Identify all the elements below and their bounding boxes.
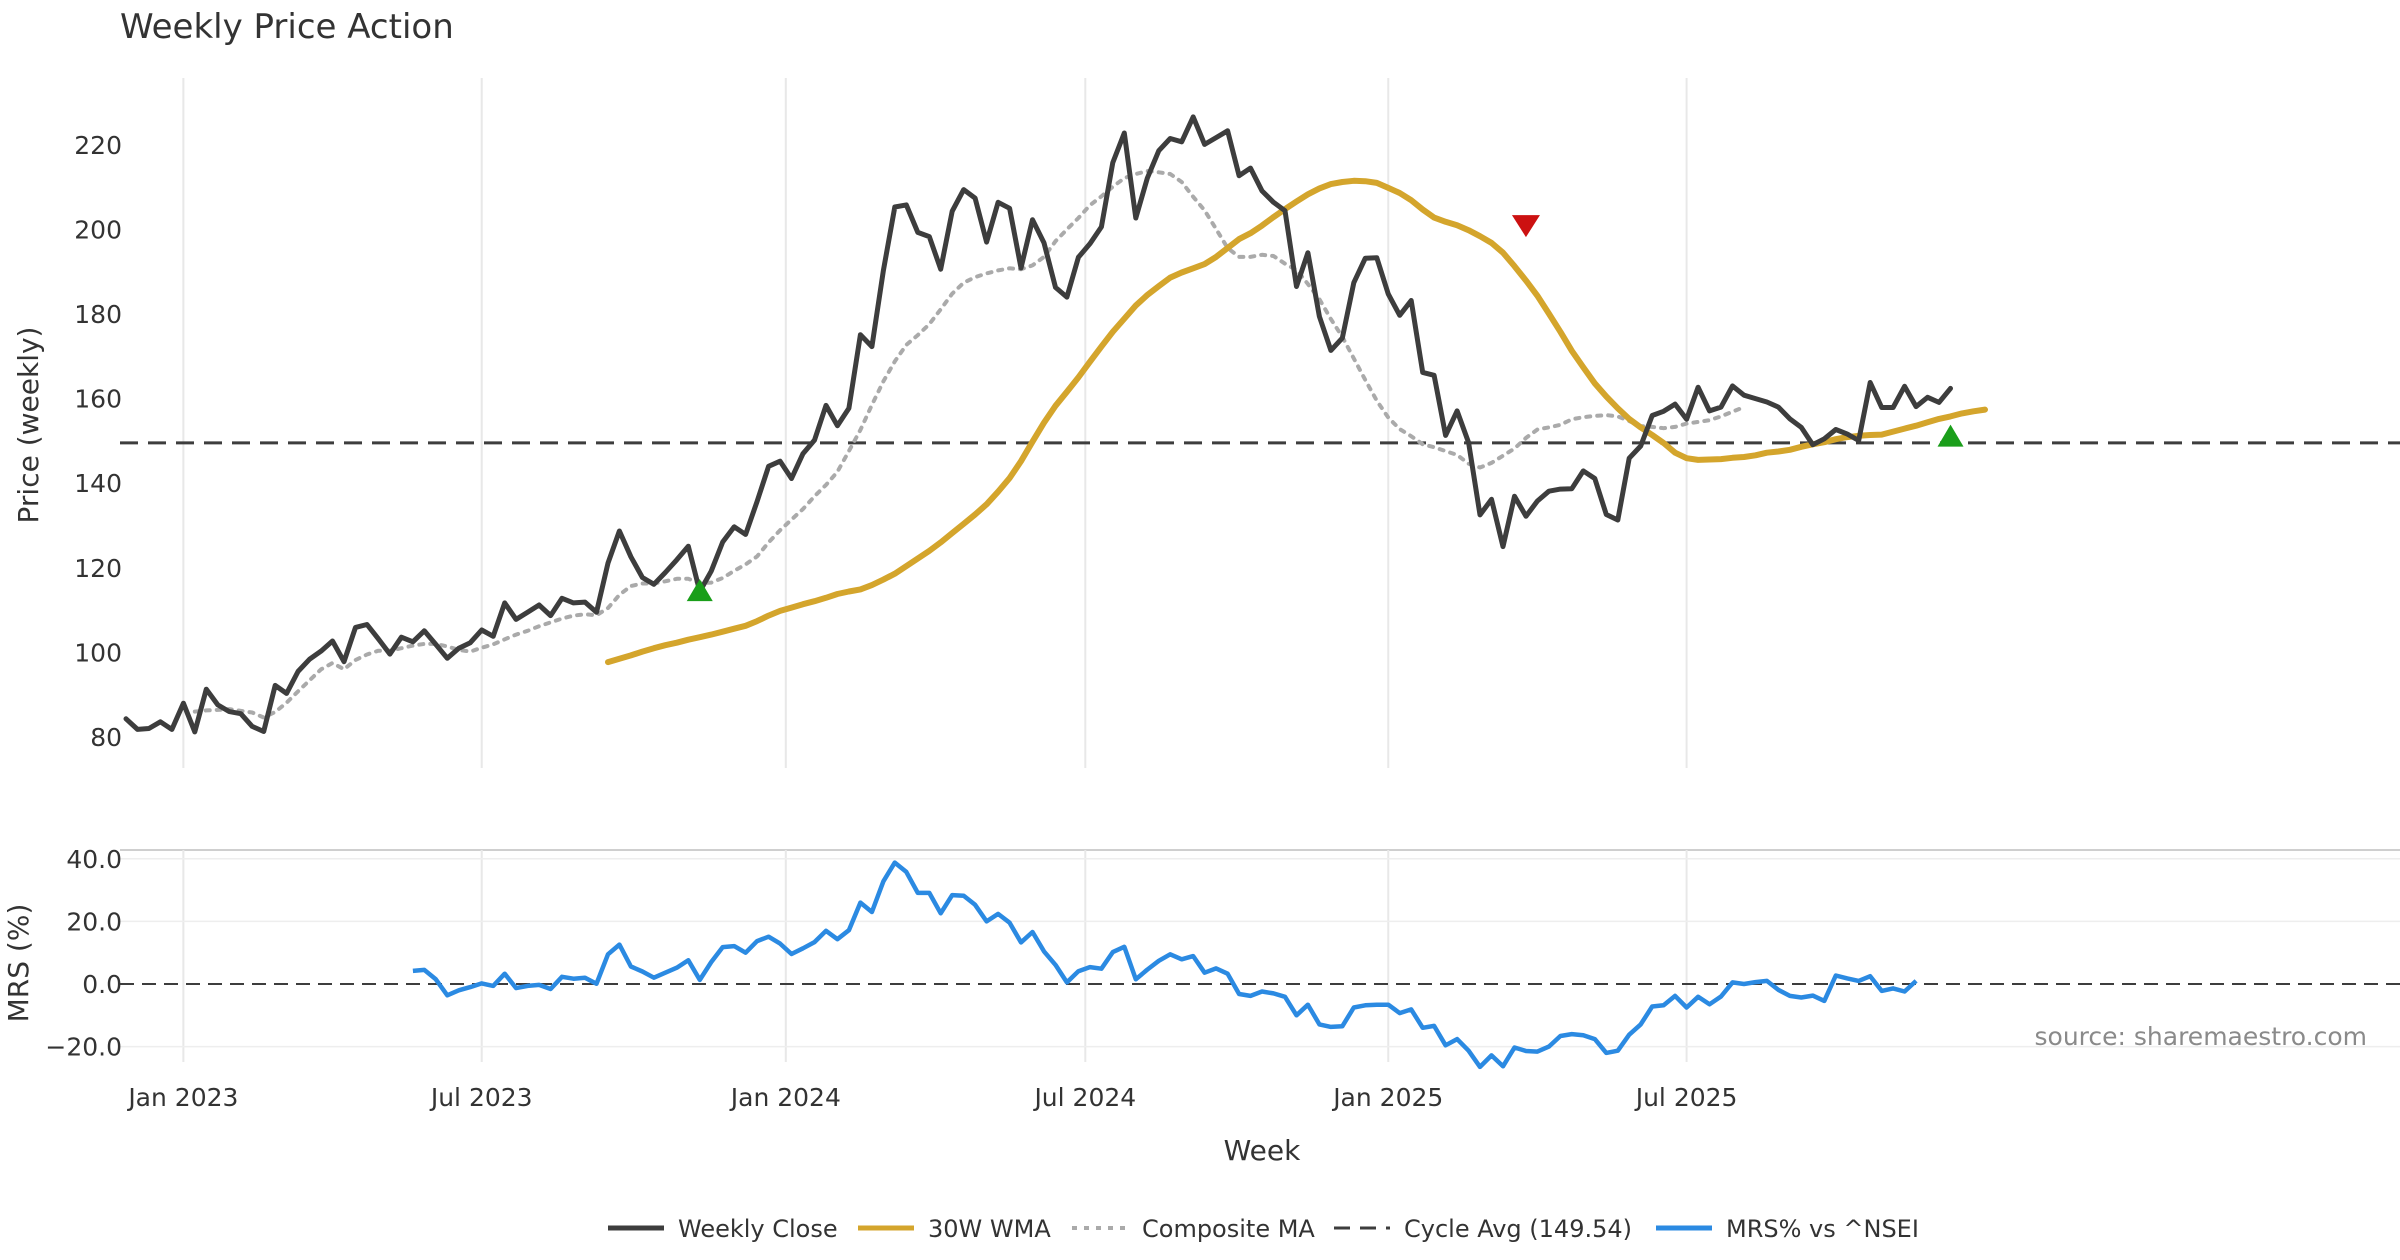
source-credit: source: sharemaestro.com [2035, 1022, 2368, 1051]
mrs-panel: 40.0 20.0 0.0 −20.0 MRS (%) source: sharema… [2, 845, 2400, 1070]
price-y-tick-label: 160 [74, 385, 122, 414]
chart-legend: Weekly Close 30W WMA Composite MA Cycle Avg… [608, 1215, 1919, 1243]
price-y-tick-label: 180 [74, 300, 122, 329]
buy-signal-marker [686, 579, 713, 602]
price-y-tick-label: 100 [74, 638, 122, 667]
chart-title: Weekly Price Action [120, 7, 454, 47]
legend-label: Cycle Avg (149.54) [1404, 1215, 1632, 1243]
mrs-y-tick-label: −20.0 [45, 1033, 122, 1062]
mrs-y-tick-label: 40.0 [66, 845, 122, 874]
x-tick-label: Jul 2023 [429, 1083, 533, 1112]
x-axis-title: Week [1224, 1134, 1301, 1167]
legend-label: MRS% vs ^NSEI [1726, 1215, 1919, 1243]
x-tick-label: Jul 2025 [1634, 1083, 1738, 1112]
x-tick-label: Jul 2024 [1032, 1083, 1136, 1112]
mrs-line [412, 860, 1918, 1070]
x-tick-label: Jan 2024 [729, 1083, 841, 1112]
price-y-tick-label: 200 [74, 215, 122, 244]
price-panel: 80 100 120 140 160 180 200 220 Price (weekly) [12, 78, 2400, 768]
composite-ma-line [192, 169, 1746, 720]
x-tick-label: Jan 2025 [1331, 1083, 1443, 1112]
legend-label: 30W WMA [928, 1215, 1051, 1243]
legend-label: Composite MA [1142, 1215, 1315, 1243]
mrs-y-tick-label: 20.0 [66, 907, 122, 936]
buy-signal-marker [1937, 424, 1964, 447]
mrs-y-tick-label: 0.0 [82, 970, 122, 999]
weekly-close-line [123, 114, 1953, 735]
price-y-tick-label: 220 [74, 131, 122, 160]
sell-signal-marker [1511, 215, 1540, 238]
legend-label: Weekly Close [678, 1215, 838, 1243]
mrs-y-axis-title: MRS (%) [2, 904, 35, 1023]
price-y-tick-label: 140 [74, 469, 122, 498]
wma-30w-line [605, 177, 1988, 666]
price-y-axis-title: Price (weekly) [12, 327, 45, 524]
price-y-tick-label: 120 [74, 554, 122, 583]
x-tick-label: Jan 2023 [126, 1083, 238, 1112]
price-y-tick-label: 80 [90, 723, 122, 752]
